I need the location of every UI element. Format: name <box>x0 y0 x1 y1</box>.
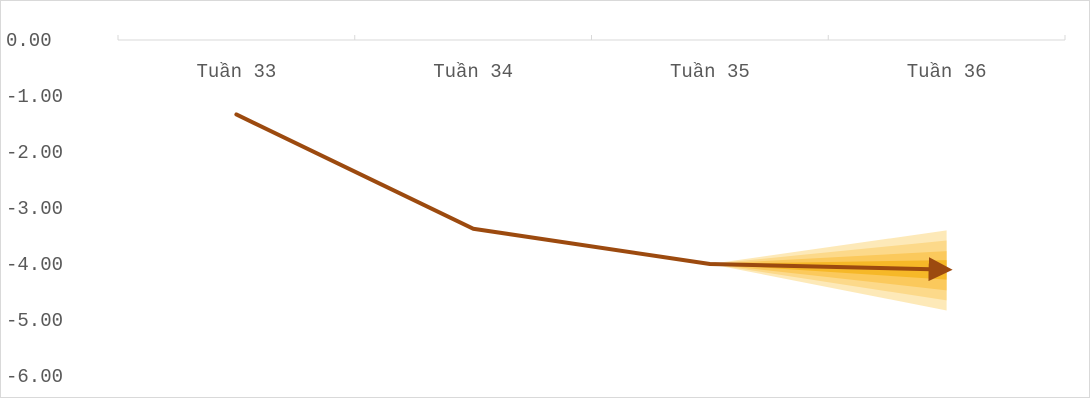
x-tick-label: Tuần 33 <box>196 61 276 83</box>
forecast-fan <box>709 230 947 311</box>
y-tick-label: -1.00 <box>6 86 63 108</box>
y-tick-label: -2.00 <box>6 142 63 164</box>
y-tick-label: -5.00 <box>6 310 63 332</box>
x-tick-label: Tuần 35 <box>670 61 750 83</box>
x-axis <box>117 35 1066 41</box>
x-tick-label: Tuần 34 <box>433 61 513 83</box>
series-line-path <box>234 112 953 282</box>
y-tick-label: -6.00 <box>6 366 63 388</box>
y-tick-label: -3.00 <box>6 198 63 220</box>
y-tick-label: 0.00 <box>6 30 52 52</box>
series-line <box>234 112 953 282</box>
y-tick-label: -4.00 <box>6 254 63 276</box>
x-tick-label: Tuần 36 <box>907 61 987 83</box>
x-axis-labels: Tuần 33 Tuần 34 Tuần 35 Tuần 36 <box>196 61 986 83</box>
y-axis: 0.00 -1.00 -2.00 -3.00 -4.00 -5.00 -6.00 <box>6 30 63 388</box>
